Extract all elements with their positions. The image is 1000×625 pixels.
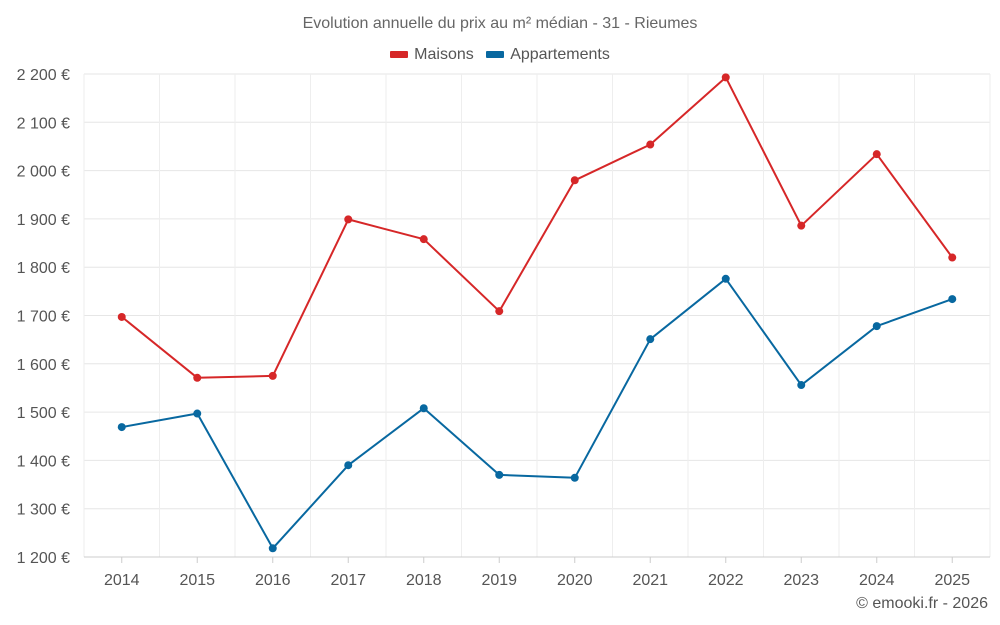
y-tick-label: 2 100 € (17, 115, 70, 132)
legend-swatch-maisons (390, 51, 409, 58)
y-tick-label: 1 400 € (17, 453, 70, 470)
y-tick-label: 1 600 € (17, 357, 70, 374)
y-tick-label: 1 500 € (17, 405, 70, 422)
y-tick-label: 1 300 € (17, 502, 70, 519)
legend-swatch-appartements (486, 51, 505, 58)
data-point-maisons (948, 253, 957, 262)
data-point-maisons (268, 371, 277, 380)
data-point-maisons (797, 221, 806, 230)
x-tick-label: 2018 (406, 572, 442, 589)
x-tick-label: 2015 (179, 572, 215, 589)
data-point-appartements (948, 295, 957, 304)
y-tick-label: 1 900 € (17, 212, 70, 229)
data-point-appartements (193, 409, 202, 418)
x-tick-label: 2024 (859, 572, 895, 589)
x-tick-label: 2017 (330, 572, 366, 589)
legend-label-appartements: Appartements (510, 45, 610, 63)
x-tick-label: 2020 (557, 572, 593, 589)
data-point-appartements (646, 335, 655, 344)
x-tick-label: 2014 (104, 572, 140, 589)
data-point-appartements (495, 470, 504, 479)
x-tick-label: 2016 (255, 572, 291, 589)
x-tick-label: 2022 (708, 572, 744, 589)
series-line-appartements (121, 277, 953, 550)
data-point-maisons (344, 215, 353, 224)
data-point-maisons (495, 307, 504, 316)
legend-label-maisons: Maisons (414, 45, 474, 63)
legend: Maisons Appartements (0, 45, 1000, 64)
x-tick-label: 2021 (632, 572, 668, 589)
data-point-appartements (117, 423, 126, 432)
x-tick-label: 2019 (481, 572, 517, 589)
legend-item-maisons[interactable]: Maisons (390, 46, 474, 64)
data-point-maisons (117, 312, 126, 321)
y-tick-label: 1 700 € (17, 309, 70, 326)
data-point-appartements (344, 461, 353, 470)
data-point-appartements (872, 322, 881, 331)
y-tick-label: 2 200 € (17, 67, 70, 84)
data-point-maisons (872, 150, 881, 159)
data-point-maisons (721, 73, 730, 82)
data-point-maisons (193, 373, 202, 382)
chart-title: Evolution annuelle du prix au m² médian … (302, 15, 698, 32)
data-point-maisons (570, 176, 579, 185)
y-tick-label: 1 200 € (17, 550, 70, 567)
data-point-appartements (419, 404, 428, 413)
data-point-appartements (570, 473, 579, 482)
legend-item-appartements[interactable]: Appartements (486, 46, 610, 64)
data-point-maisons (419, 235, 428, 244)
y-tick-label: 1 800 € (17, 260, 70, 277)
data-point-appartements (797, 381, 806, 390)
data-point-appartements (268, 544, 277, 553)
series-line-maisons (121, 76, 954, 379)
copyright-text: © emooki.fr - 2026 (856, 595, 988, 612)
y-tick-label: 2 000 € (17, 164, 70, 181)
data-point-maisons (646, 140, 655, 149)
x-tick-label: 2025 (934, 572, 970, 589)
x-tick-label: 2023 (783, 572, 819, 589)
data-point-appartements (721, 274, 730, 283)
